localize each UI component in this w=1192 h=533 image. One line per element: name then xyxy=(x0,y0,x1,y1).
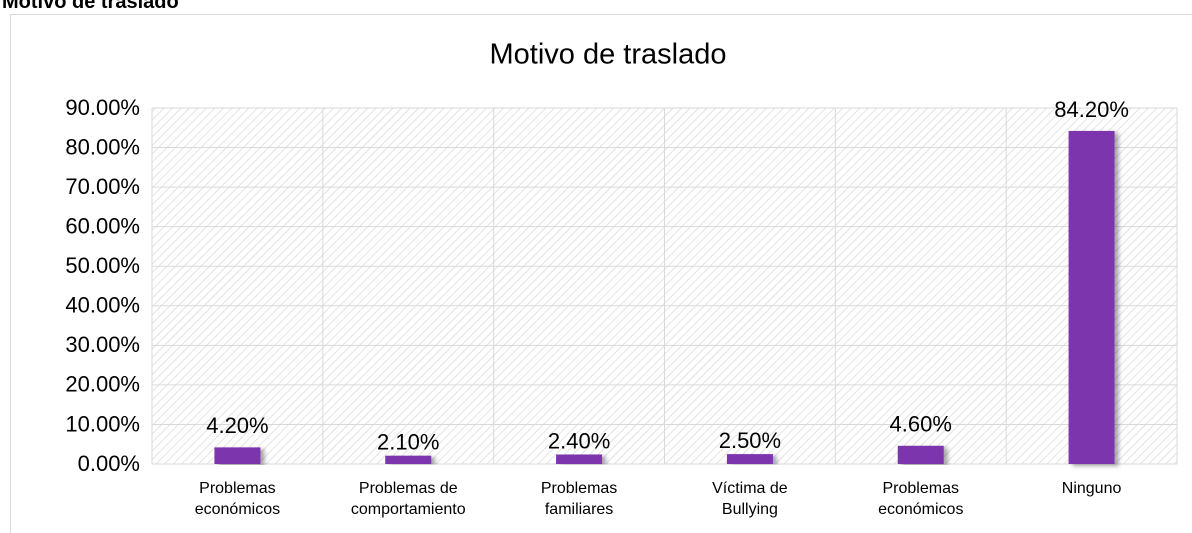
chart-title: Motivo de traslado xyxy=(490,39,727,71)
y-tick-label: 10.00% xyxy=(65,411,140,436)
y-tick-label: 20.00% xyxy=(65,372,140,397)
bar xyxy=(214,447,261,464)
y-tick-label: 50.00% xyxy=(65,253,140,278)
y-tick-label: 40.00% xyxy=(65,293,140,318)
x-tick-label: Víctima de Bullying xyxy=(712,480,788,518)
bar xyxy=(385,455,432,464)
data-label: 84.20% xyxy=(1054,97,1129,122)
y-tick-label: 30.00% xyxy=(65,332,140,357)
bar xyxy=(897,445,944,464)
y-tick-label: 0.00% xyxy=(78,451,140,476)
x-tick-label: Problemas familiares xyxy=(540,480,618,518)
x-tick-label: Problemas económicos xyxy=(194,480,281,518)
data-label: 4.60% xyxy=(890,412,952,437)
bar xyxy=(1068,130,1115,465)
data-label: 2.40% xyxy=(548,428,610,453)
y-tick-label: 60.00% xyxy=(65,213,140,238)
y-tick-label: 90.00% xyxy=(65,95,140,120)
y-tick-label: 80.00% xyxy=(65,134,140,159)
data-label: 4.20% xyxy=(206,413,268,438)
bar xyxy=(556,454,603,464)
x-tick-label: Problemas económicos xyxy=(878,480,964,518)
data-label: 2.50% xyxy=(719,428,781,453)
x-tick-label: Ninguno xyxy=(1061,480,1122,497)
bar xyxy=(726,454,773,464)
y-tick-label: 70.00% xyxy=(65,174,140,199)
page-heading: Motivo de traslado xyxy=(2,0,179,13)
data-label: 2.10% xyxy=(377,430,439,455)
x-tick-label: Problemas de comportamiento xyxy=(350,480,466,518)
